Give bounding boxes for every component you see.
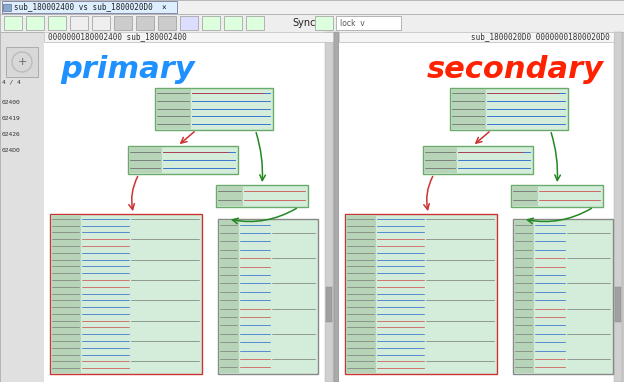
FancyBboxPatch shape	[451, 89, 486, 129]
FancyBboxPatch shape	[218, 219, 318, 374]
FancyBboxPatch shape	[44, 32, 333, 382]
Text: sub_1800020D0 00000001800020D0: sub_1800020D0 00000001800020D0	[471, 32, 610, 42]
FancyBboxPatch shape	[246, 16, 264, 30]
FancyBboxPatch shape	[202, 16, 220, 30]
Text: 0000000180002400 sub_180002400: 0000000180002400 sub_180002400	[48, 32, 187, 42]
FancyBboxPatch shape	[336, 16, 401, 30]
Text: 02400: 02400	[2, 99, 21, 105]
FancyBboxPatch shape	[325, 32, 333, 382]
Text: Sync: Sync	[292, 18, 316, 28]
FancyBboxPatch shape	[158, 16, 176, 30]
FancyBboxPatch shape	[155, 88, 273, 130]
FancyBboxPatch shape	[0, 14, 624, 32]
FancyBboxPatch shape	[424, 147, 457, 173]
Text: secondary: secondary	[427, 55, 604, 84]
FancyBboxPatch shape	[511, 185, 603, 207]
FancyBboxPatch shape	[2, 1, 177, 13]
FancyBboxPatch shape	[512, 186, 538, 206]
FancyBboxPatch shape	[0, 0, 624, 14]
FancyBboxPatch shape	[326, 287, 332, 322]
FancyBboxPatch shape	[423, 146, 533, 174]
FancyBboxPatch shape	[219, 220, 239, 373]
FancyBboxPatch shape	[615, 287, 621, 322]
FancyBboxPatch shape	[450, 88, 568, 130]
FancyBboxPatch shape	[339, 32, 614, 42]
FancyBboxPatch shape	[128, 146, 238, 174]
FancyBboxPatch shape	[50, 214, 202, 374]
FancyBboxPatch shape	[44, 32, 333, 42]
FancyBboxPatch shape	[224, 16, 242, 30]
FancyBboxPatch shape	[4, 16, 22, 30]
FancyBboxPatch shape	[339, 32, 614, 382]
Text: 4 / 4: 4 / 4	[2, 79, 21, 84]
FancyBboxPatch shape	[136, 16, 154, 30]
Text: primary: primary	[60, 55, 195, 84]
FancyBboxPatch shape	[315, 16, 333, 30]
Text: sub_180002400 vs sub_1800020D0  ×: sub_180002400 vs sub_1800020D0 ×	[14, 2, 167, 11]
FancyBboxPatch shape	[513, 219, 613, 374]
FancyBboxPatch shape	[216, 185, 308, 207]
FancyBboxPatch shape	[48, 16, 66, 30]
FancyBboxPatch shape	[92, 16, 110, 30]
FancyBboxPatch shape	[346, 215, 376, 373]
FancyBboxPatch shape	[114, 16, 132, 30]
FancyBboxPatch shape	[6, 47, 38, 77]
FancyBboxPatch shape	[51, 215, 81, 373]
Text: 02419: 02419	[2, 115, 21, 120]
FancyBboxPatch shape	[334, 32, 339, 382]
FancyBboxPatch shape	[514, 220, 534, 373]
FancyBboxPatch shape	[3, 4, 11, 11]
Text: 024D0: 024D0	[2, 147, 21, 152]
FancyBboxPatch shape	[345, 214, 497, 374]
FancyBboxPatch shape	[614, 32, 622, 382]
FancyBboxPatch shape	[156, 89, 192, 129]
Text: 02426: 02426	[2, 131, 21, 136]
FancyBboxPatch shape	[180, 16, 198, 30]
FancyBboxPatch shape	[217, 186, 243, 206]
FancyBboxPatch shape	[129, 147, 162, 173]
FancyBboxPatch shape	[26, 16, 44, 30]
Text: lock  v: lock v	[340, 18, 365, 28]
Text: +: +	[17, 57, 27, 67]
FancyBboxPatch shape	[0, 32, 44, 382]
FancyBboxPatch shape	[70, 16, 88, 30]
